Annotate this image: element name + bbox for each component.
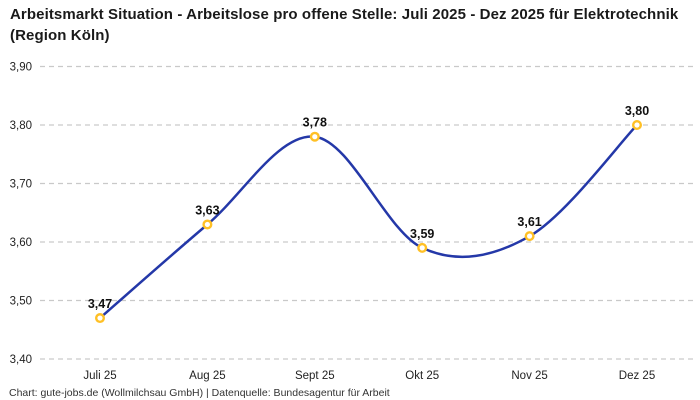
data-point-marker[interactable] [524,231,535,242]
y-tick-label: 3,60 [10,237,32,249]
data-point-marker[interactable] [632,119,643,130]
data-point-label: 3,59 [410,227,434,241]
data-point-marker[interactable] [309,131,320,142]
data-point-label: 3,78 [303,116,327,130]
data-point-label: 3,61 [517,215,541,229]
data-point-marker[interactable] [202,219,213,230]
chart-footer: Chart: gute-jobs.de (Wollmilchsau GmbH) … [9,387,390,399]
data-point-marker[interactable] [417,242,428,253]
data-point-label: 3,80 [625,104,649,118]
x-tick-label: Aug 25 [189,370,225,382]
series-line [98,123,639,320]
x-tick-label: Sept 25 [295,370,335,382]
y-tick-label: 3,80 [10,120,32,132]
x-tick-label: Juli 25 [83,370,116,382]
y-tick-label: 3,50 [10,296,32,308]
x-tick-label: Okt 25 [405,370,439,382]
data-point-marker[interactable] [94,313,105,324]
x-tick-label: Nov 25 [511,370,547,382]
y-tick-label: 3,70 [10,179,32,191]
x-tick-label: Dez 25 [619,370,655,382]
y-tick-label: 3,40 [10,354,32,366]
data-point-label: 3,63 [195,203,219,217]
chart-title: Arbeitsmarkt Situation - Arbeitslose pro… [10,6,679,44]
data-point-label: 3,47 [88,297,112,311]
y-tick-label: 3,90 [10,62,32,74]
